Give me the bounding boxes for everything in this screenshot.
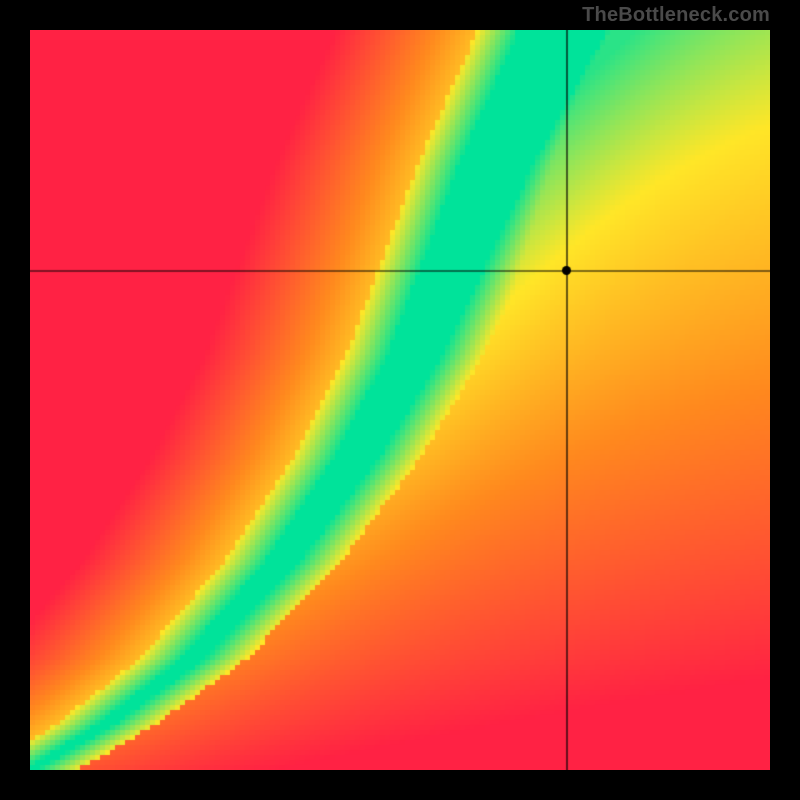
heatmap-canvas <box>30 30 770 770</box>
watermark-text: TheBottleneck.com <box>582 4 770 27</box>
